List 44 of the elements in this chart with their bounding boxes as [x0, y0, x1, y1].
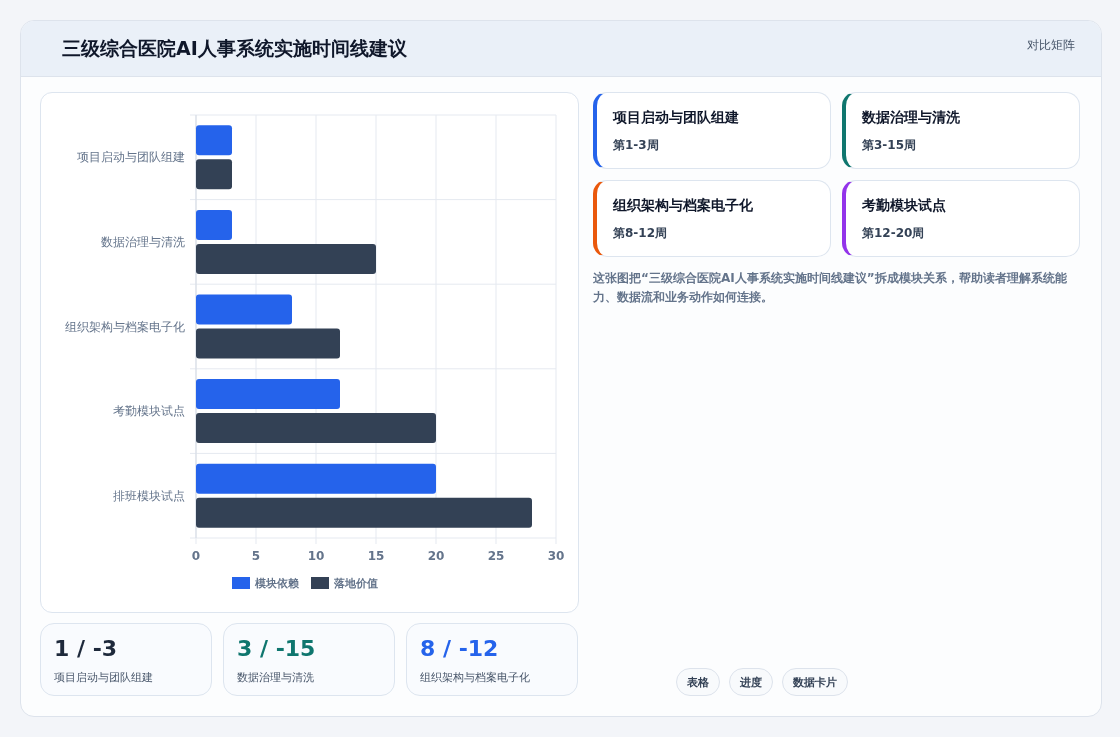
text: 第1-3周 — [613, 137, 659, 154]
bar — [196, 294, 292, 325]
x-tick-label: 30 — [547, 549, 565, 563]
text: 数据卡片 — [782, 668, 848, 696]
text: 组织架构与档案电子化 — [420, 670, 530, 685]
x-tick-label: 25 — [487, 549, 505, 563]
bar — [196, 463, 436, 494]
text: 这张图把“三级综合医院AI人事系统实施时间线建议”拆成模块关系，帮助读者理解系统能力、数据流和业务动作如何连接。 — [593, 270, 1068, 306]
bar — [196, 209, 232, 240]
y-tick-label: 组织架构与档案电子化 — [65, 319, 185, 334]
text: 第12-20周 — [862, 225, 925, 242]
text: 项目启动与团队组建 — [54, 670, 153, 685]
text: 数据治理与清洗 — [237, 670, 314, 685]
chart-title: 三级综合医院AI人事系统实施时间线建议 — [62, 36, 407, 61]
y-tick-label: 考勤模块试点 — [113, 404, 185, 419]
text: 项目启动与团队组建 — [613, 109, 739, 127]
x-tick-label: 10 — [307, 549, 325, 563]
text: 数据治理与清洗 — [862, 109, 960, 127]
text: 3 / -15 — [237, 636, 316, 661]
x-tick-label: 20 — [427, 549, 445, 563]
bar — [196, 243, 376, 274]
bar — [196, 497, 532, 528]
text: 第3-15周 — [862, 137, 917, 154]
text: 表格 — [676, 668, 720, 696]
y-tick-label: 排班模块试点 — [113, 488, 185, 503]
x-tick-label: 0 — [191, 549, 201, 563]
text: 1 / -3 — [54, 636, 118, 661]
text: 考勤模块试点 — [862, 197, 946, 215]
bar — [196, 328, 340, 359]
legend-label: 模块依赖 — [254, 577, 299, 590]
text: 第8-12周 — [613, 225, 668, 242]
bar — [196, 159, 232, 190]
x-tick-label: 5 — [251, 549, 261, 563]
legend-label: 落地价值 — [333, 577, 378, 590]
bar — [196, 125, 232, 156]
bar — [196, 413, 436, 444]
text: 组织架构与档案电子化 — [613, 197, 753, 215]
text: 8 / -12 — [420, 636, 499, 661]
text: 对比矩阵 — [1027, 37, 1075, 54]
bar — [196, 379, 340, 410]
y-tick-label: 数据治理与清洗 — [101, 234, 185, 249]
x-tick-label: 15 — [367, 549, 385, 563]
y-tick-label: 项目启动与团队组建 — [77, 150, 185, 165]
text: 进度 — [729, 668, 773, 696]
